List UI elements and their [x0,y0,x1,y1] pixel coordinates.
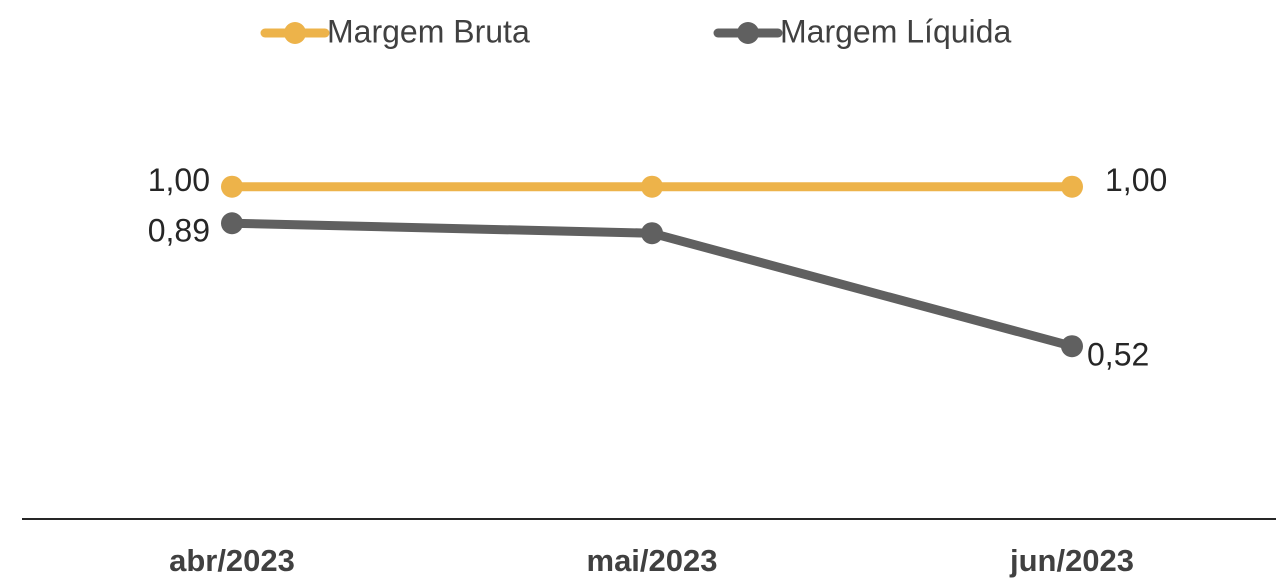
point [1061,175,1083,198]
data-label: 1,00 [1105,162,1167,198]
legend-marker [737,22,759,44]
legend-marker [284,22,306,44]
point [221,175,243,198]
legend-label: Margem Bruta [327,13,530,49]
point [641,175,663,198]
legend-label: Margem Líquida [780,13,1011,49]
point [1061,335,1083,358]
data-label: 0,89 [148,213,210,249]
point [641,222,663,245]
data-label: 0,52 [1087,337,1149,373]
x-tick-label: mai/2023 [587,543,718,578]
point [221,212,243,235]
data-label: 1,00 [148,162,210,198]
x-tick-label: abr/2023 [169,543,295,578]
x-tick-label: jun/2023 [1009,543,1134,578]
